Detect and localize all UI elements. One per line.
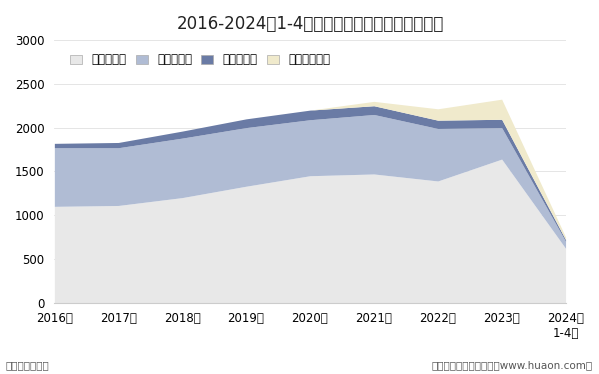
Legend: 火力发电量, 水力发电量, 风力发电量, 太阳能发电量: 火力发电量, 水力发电量, 风力发电量, 太阳能发电量	[65, 49, 335, 71]
Text: 单位：亿千瓦时: 单位：亿千瓦时	[6, 360, 50, 370]
Text: 制图：华经产业研究院（www.huaon.com）: 制图：华经产业研究院（www.huaon.com）	[432, 360, 593, 370]
Title: 2016-2024年1-4月贵州省各发电类型发电量统计: 2016-2024年1-4月贵州省各发电类型发电量统计	[176, 15, 444, 33]
